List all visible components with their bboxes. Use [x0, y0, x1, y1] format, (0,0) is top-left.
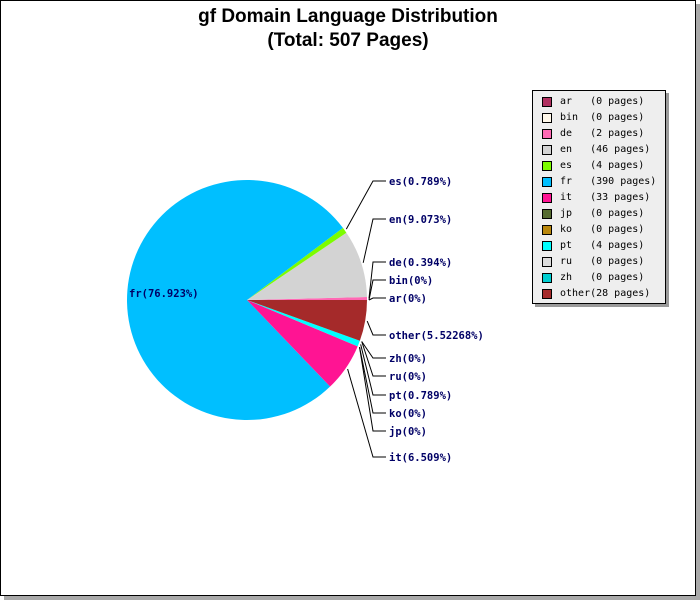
legend-swatch	[542, 113, 552, 123]
slice-label-ko: ko(0%)	[389, 408, 427, 420]
legend-label: en (46 pages)	[560, 144, 651, 155]
legend-label: pt (4 pages)	[560, 240, 645, 251]
legend-item-ko: ko (0 pages)	[533, 222, 665, 238]
leader-line-ko	[359, 347, 386, 414]
pie-slices	[127, 180, 367, 420]
pie-labels: ar(0%) bin(0%) de(0.394%) en(9.073%) es(0.78…	[129, 176, 484, 464]
legend-swatch	[542, 161, 552, 171]
legend-item-jp: jp (0 pages)	[533, 206, 665, 222]
leader-line-zh	[361, 341, 386, 359]
leader-line-en	[362, 218, 386, 263]
pie-slice-es	[247, 227, 347, 300]
leader-line-bin	[368, 279, 386, 301]
legend-swatch	[542, 289, 552, 299]
legend-swatch	[542, 257, 552, 267]
legend-item-zh: zh (0 pages)	[533, 270, 665, 286]
legend-label: de (2 pages)	[560, 128, 645, 139]
slice-label-ru: ru(0%)	[389, 371, 427, 383]
slice-label-it: it(6.509%)	[389, 452, 452, 464]
slice-label-jp: jp(0%)	[389, 426, 427, 438]
slice-label-ar: ar(0%)	[389, 293, 427, 305]
legend-item-bin: bin (0 pages)	[533, 110, 665, 126]
legend-label: ar (0 pages)	[560, 96, 645, 107]
legend-item-it: it (33 pages)	[533, 190, 665, 206]
legend-item-ru: ru (0 pages)	[533, 254, 665, 270]
pie-slice-other	[247, 300, 367, 341]
pie-slice-fr	[127, 180, 343, 420]
slice-label-other: other(5.52268%)	[389, 330, 484, 342]
legend-item-es: es (4 pages)	[533, 158, 665, 174]
legend-label: ko (0 pages)	[560, 224, 645, 235]
chart-title-block: gf Domain Language Distribution (Total: …	[1, 5, 695, 53]
legend-label: ru (0 pages)	[560, 256, 645, 267]
leader-line-ru	[361, 341, 386, 377]
legend-label: es (4 pages)	[560, 160, 645, 171]
legend-item-en: en (46 pages)	[533, 142, 665, 158]
leader-line-other	[366, 320, 386, 336]
legend-swatch	[542, 209, 552, 219]
pie-slice-pt	[247, 300, 360, 347]
slice-label-fr: fr(76.923%)	[129, 288, 199, 300]
pie-slice-en	[247, 232, 367, 300]
pie-slice-it	[247, 300, 358, 387]
slice-label-en: en(9.073%)	[389, 214, 452, 226]
leader-line-ar	[368, 297, 386, 301]
legend-label: fr (390 pages)	[560, 176, 657, 187]
leader-line-jp	[359, 347, 386, 432]
leader-line-de	[368, 261, 386, 299]
legend-swatch	[542, 145, 552, 155]
legend: ar (0 pages) bin (0 pages) de (2 pages) en …	[532, 90, 666, 304]
chart-subtitle: (Total: 507 Pages)	[267, 30, 429, 51]
legend-swatch	[542, 225, 552, 235]
legend-swatch	[542, 129, 552, 139]
leader-line-es	[345, 180, 386, 230]
chart-title: gf Domain Language Distribution	[198, 6, 498, 27]
legend-label: bin (0 pages)	[560, 112, 645, 123]
pie-leader-lines	[345, 180, 386, 458]
slice-label-de: de(0.394%)	[389, 257, 452, 269]
legend-item-ar: ar (0 pages)	[533, 94, 665, 110]
legend-label: zh (0 pages)	[560, 272, 645, 283]
legend-item-fr: fr (390 pages)	[533, 174, 665, 190]
legend-swatch	[542, 97, 552, 107]
slice-label-zh: zh(0%)	[389, 353, 427, 365]
legend-label: other(28 pages)	[560, 288, 651, 299]
legend-label: it (33 pages)	[560, 192, 651, 203]
legend-swatch	[542, 241, 552, 251]
legend-item-de: de (2 pages)	[533, 126, 665, 142]
legend-swatch	[542, 273, 552, 283]
legend-swatch	[542, 177, 552, 187]
leader-line-pt	[360, 344, 386, 396]
legend-item-pt: pt (4 pages)	[533, 238, 665, 254]
slice-label-pt: pt(0.789%)	[389, 390, 452, 402]
legend-swatch	[542, 193, 552, 203]
leader-line-it	[347, 368, 386, 458]
slice-label-bin: bin(0%)	[389, 275, 433, 287]
slice-label-es: es(0.789%)	[389, 176, 452, 188]
legend-item-other: other(28 pages)	[533, 286, 665, 302]
legend-label: jp (0 pages)	[560, 208, 645, 219]
pie-slice-de	[247, 297, 367, 300]
